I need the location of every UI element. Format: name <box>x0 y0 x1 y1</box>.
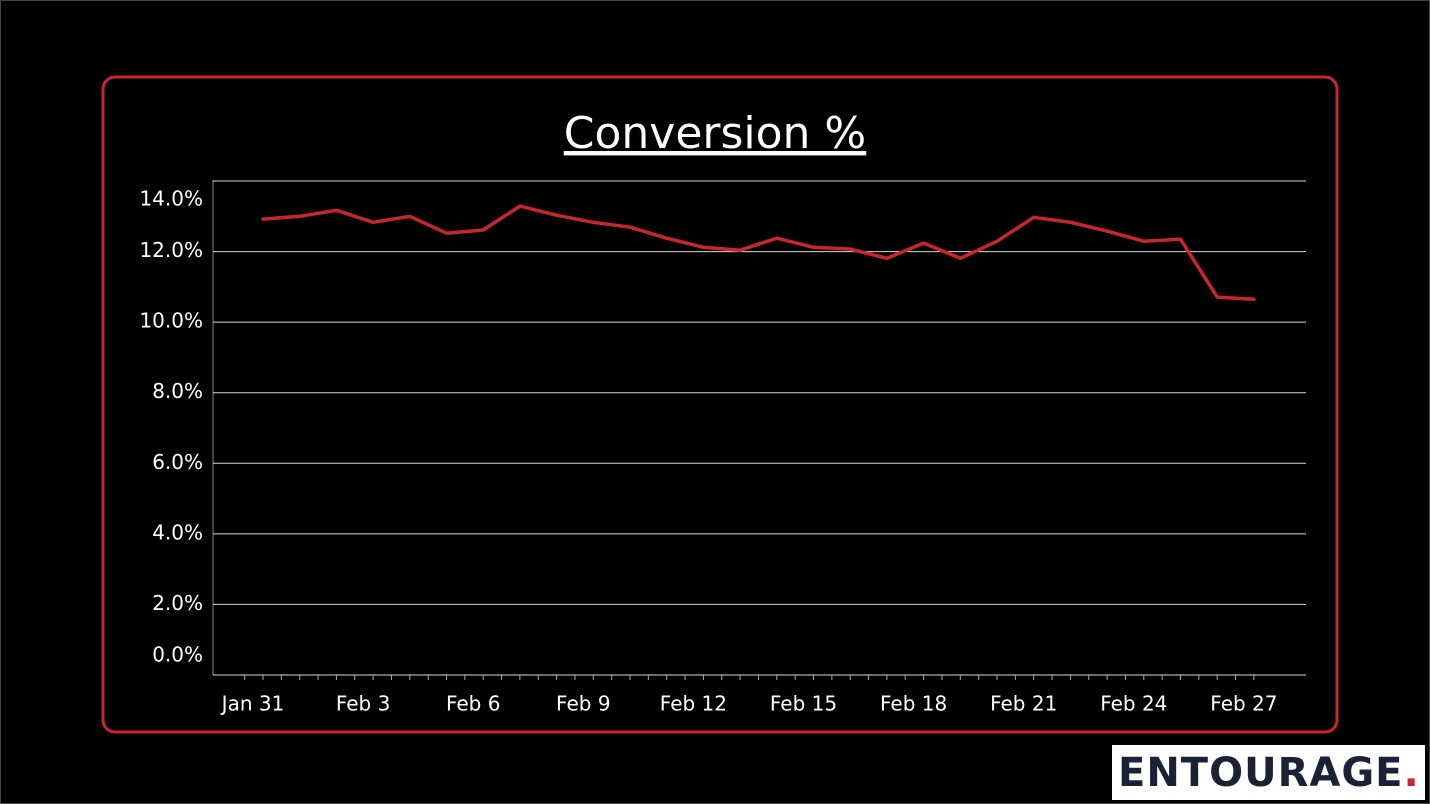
logo-box <box>1112 745 1425 800</box>
x-tick-label: Feb 12 <box>660 692 727 716</box>
y-tick-label: 12.0% <box>139 238 203 262</box>
x-tick-label: Feb 18 <box>880 692 947 716</box>
chart-panel <box>101 75 1339 734</box>
logo: ENTOURAGE. <box>1118 750 1420 796</box>
y-tick-label: 2.0% <box>152 591 203 615</box>
x-tick-label: Jan 31 <box>220 692 285 716</box>
y-tick-label: 6.0% <box>152 450 203 474</box>
line-series <box>261 204 1256 301</box>
logo-text: ENTOURAGE <box>1118 750 1403 796</box>
x-tick-label: Feb 3 <box>336 692 391 716</box>
y-tick-label: 8.0% <box>152 379 203 403</box>
y-tick-label: 10.0% <box>139 309 203 333</box>
y-tick-label: 14.0% <box>139 187 203 211</box>
x-tick-label: Feb 6 <box>446 692 501 716</box>
x-tick-label: Feb 24 <box>1100 692 1167 716</box>
x-tick-label: Feb 27 <box>1210 692 1277 716</box>
x-tick-label: Feb 21 <box>990 692 1057 716</box>
chart-title: Conversion % <box>564 108 866 159</box>
logo-dot: . <box>1403 750 1419 796</box>
x-tick-label: Feb 9 <box>556 692 611 716</box>
y-tick-label: 4.0% <box>152 520 203 544</box>
x-tick-label: Feb 15 <box>770 692 837 716</box>
y-tick-label: 0.0% <box>152 643 203 667</box>
